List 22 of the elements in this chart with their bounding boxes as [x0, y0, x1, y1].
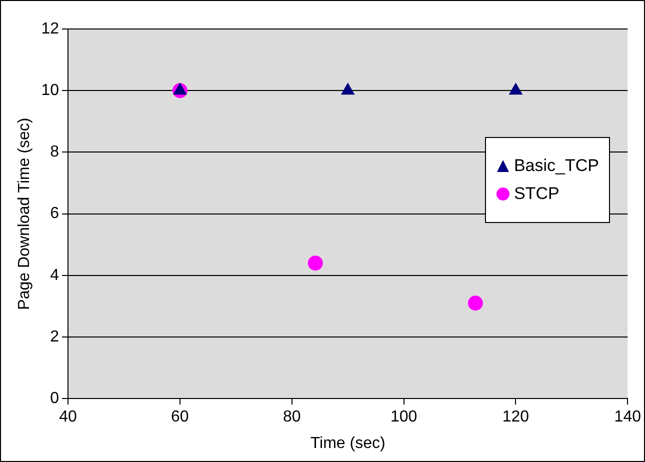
point	[468, 296, 483, 311]
y-tick-label: 6	[50, 205, 60, 222]
x-tick-label: 120	[502, 408, 530, 426]
x-tick-label: 140	[614, 408, 642, 426]
y-tick-label: 10	[41, 82, 60, 100]
y-axis-title: Page Download Time (sec)	[16, 118, 34, 310]
legend-label: Basic_TCP	[514, 156, 599, 176]
x-axis-title: Time (sec)	[310, 434, 386, 452]
y-tick-label: 12	[41, 20, 60, 38]
x-tick-label: 100	[390, 408, 418, 426]
legend-label: STCP	[514, 184, 560, 204]
y-tick-label: 0	[50, 390, 60, 408]
x-tick-label: 40	[59, 408, 77, 426]
x-tick-label: 80	[282, 408, 301, 426]
point	[173, 83, 186, 95]
y-tick-label: 2	[50, 328, 60, 346]
y-tick-label: 4	[50, 266, 60, 284]
point	[308, 256, 323, 271]
point	[341, 83, 354, 95]
point	[509, 83, 522, 95]
y-tick-label: 8	[50, 144, 60, 161]
x-tick-label: 60	[171, 408, 189, 426]
